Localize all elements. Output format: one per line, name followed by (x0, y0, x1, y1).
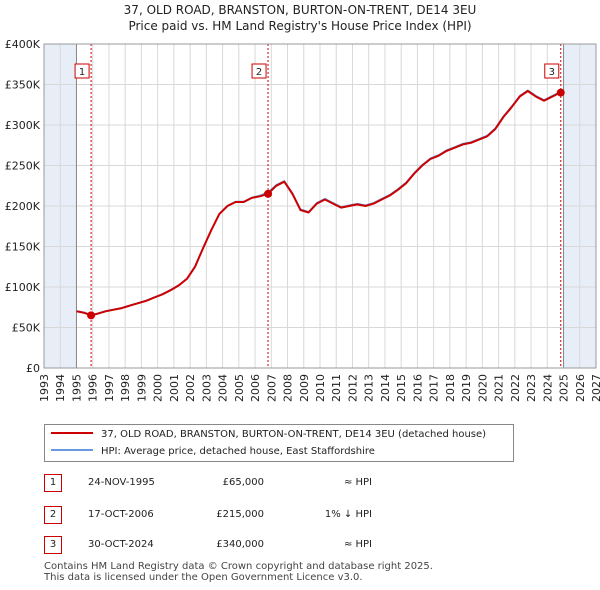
transaction-hpi-compare: ≈ HPI (343, 539, 372, 550)
y-tick-label: £100K (5, 281, 41, 294)
legend-label-property: 37, OLD ROAD, BRANSTON, BURTON-ON-TRENT,… (101, 429, 487, 440)
x-tick-label: 2017 (428, 374, 441, 402)
copyright-footer: Contains HM Land Registry data © Crown c… (44, 561, 433, 583)
y-tick-label: £250K (5, 160, 41, 173)
x-tick-label: 1997 (103, 374, 116, 402)
y-tick-label: £300K (5, 119, 41, 132)
chart-subtitle: Price paid vs. HM Land Registry's House … (128, 19, 472, 33)
transaction-hpi-compare: ≈ HPI (343, 477, 372, 488)
transaction-price: £215,000 (216, 509, 264, 520)
x-tick-label: 2004 (217, 374, 230, 402)
x-tick-label: 2007 (265, 374, 278, 402)
x-tick-label: 1998 (119, 374, 132, 402)
annotation-box (544, 63, 560, 79)
x-tick-label: 2015 (395, 374, 408, 402)
transaction-date: 17-OCT-2006 (88, 509, 154, 520)
x-tick-label: 2009 (298, 374, 311, 402)
annotation-label: 3 (549, 67, 555, 78)
transaction-date: 30-OCT-2024 (88, 539, 154, 550)
transaction-hpi-compare: 1% ↓ HPI (324, 509, 372, 520)
transaction-row: 2 17-OCT-2006 £215,000 1% ↓ HPI (44, 506, 464, 524)
x-tick-label: 2026 (574, 374, 587, 402)
transaction-badge: 2 (44, 506, 62, 524)
x-tick-label: 2025 (558, 374, 571, 402)
x-tick-label: 2016 (411, 374, 424, 402)
x-tick-label: 2020 (476, 374, 489, 402)
chart-legend: 37, OLD ROAD, BRANSTON, BURTON-ON-TRENT,… (44, 424, 514, 462)
x-tick-label: 2018 (444, 374, 457, 402)
x-tick-label: 1996 (87, 374, 100, 402)
annotation-label: 2 (256, 67, 262, 78)
x-tick-label: 2024 (541, 374, 554, 402)
legend-label-hpi: HPI: Average price, detached house, East… (101, 446, 375, 457)
x-tick-label: 2021 (493, 374, 506, 402)
x-tick-label: 2012 (346, 374, 359, 402)
y-tick-label: £150K (5, 241, 41, 254)
y-tick-label: £0 (26, 362, 40, 375)
x-tick-label: 1999 (135, 374, 148, 402)
transaction-badge: 1 (44, 474, 62, 492)
x-tick-label: 1994 (54, 374, 67, 402)
footer-line-2: This data is licensed under the Open Gov… (44, 572, 363, 583)
y-tick-label: £350K (5, 79, 41, 92)
transaction-price: £340,000 (216, 539, 264, 550)
plot-frame (43, 43, 597, 369)
x-tick-label: 1993 (38, 374, 51, 402)
y-tick-label: £200K (5, 200, 41, 213)
x-tick-label: 2002 (184, 374, 197, 402)
x-tick-label: 2011 (330, 374, 343, 402)
x-tick-label: 2013 (363, 374, 376, 402)
x-tick-label: 2014 (379, 374, 392, 402)
chart-title-line1: 37, OLD ROAD, BRANSTON, BURTON-ON-TRENT,… (123, 3, 477, 17)
footer-line-1: Contains HM Land Registry data © Crown c… (44, 561, 433, 572)
transaction-row: 1 24-NOV-1995 £65,000 ≈ HPI (44, 474, 464, 492)
x-tick-label: 1995 (70, 374, 83, 402)
sale-point-marker (264, 189, 273, 198)
price-chart: £0 £50K £100K £150K £200K £250K £300K £350K £400… (5, 38, 600, 402)
x-tick-label: 2027 (590, 374, 600, 402)
legend-item-hpi: HPI: Average price, detached house, East… (51, 444, 375, 460)
sale-point-marker (87, 311, 96, 320)
x-tick-label: 2001 (168, 374, 181, 402)
transaction-price: £65,000 (222, 477, 264, 488)
annotation-box (74, 63, 90, 79)
x-tick-label: 2019 (460, 374, 473, 402)
y-tick-label: £50K (12, 322, 41, 335)
x-tick-label: 2008 (282, 374, 295, 402)
x-tick-label: 2000 (152, 374, 165, 402)
series-line-property (76, 90, 561, 317)
x-tick-label: 2003 (200, 374, 213, 402)
y-tick-label: £400K (5, 38, 41, 51)
transaction-date: 24-NOV-1995 (88, 477, 155, 488)
x-tick-label: 2005 (233, 374, 246, 402)
sale-point-marker (556, 88, 565, 97)
legend-item-property: 37, OLD ROAD, BRANSTON, BURTON-ON-TRENT,… (51, 427, 486, 443)
transaction-badge: 3 (44, 536, 62, 554)
x-tick-label: 2006 (249, 374, 262, 402)
x-tick-label: 2010 (314, 374, 327, 402)
annotation-box (251, 63, 267, 79)
x-tick-label: 2022 (509, 374, 522, 402)
legend-swatch-hpi (51, 449, 93, 451)
annotation-label: 1 (79, 67, 85, 78)
transaction-row: 3 30-OCT-2024 £340,000 ≈ HPI (44, 536, 464, 554)
legend-swatch-property (51, 432, 93, 434)
x-tick-label: 2023 (525, 374, 538, 402)
